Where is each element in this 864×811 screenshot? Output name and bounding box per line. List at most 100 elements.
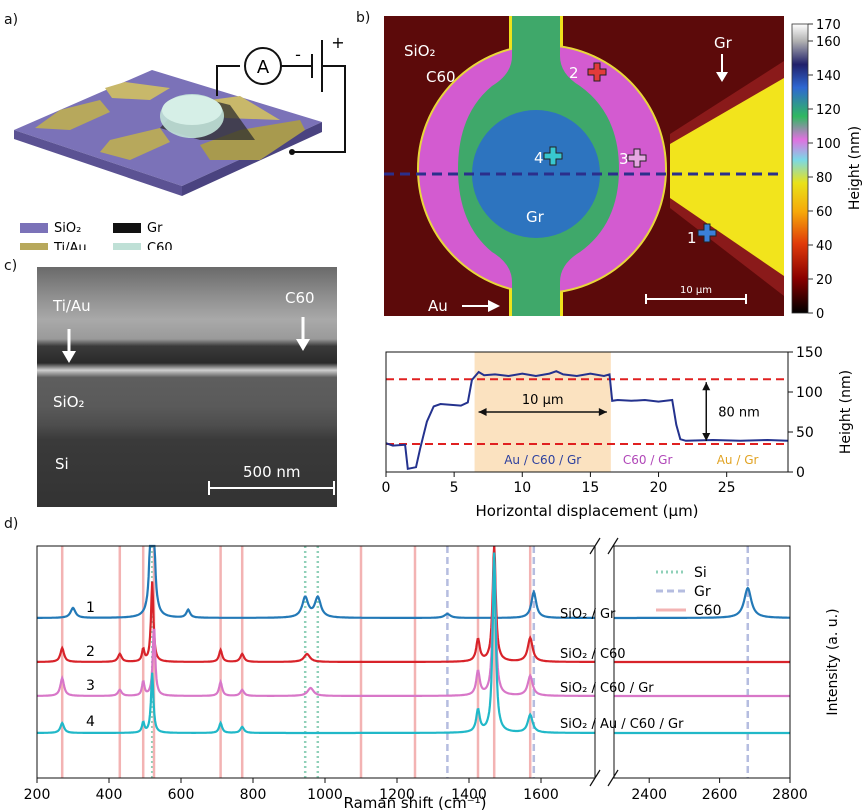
panel-b-label: b) [356, 10, 371, 26]
profile-xlabel: Horizontal displacement (μm) [475, 502, 698, 520]
profile-xtick-label: 5 [450, 480, 459, 496]
profile-ytick-label: 0 [796, 465, 805, 481]
sem-label-si: Si [55, 455, 69, 473]
region-label: Au / C60 / Gr [504, 453, 581, 467]
afm-height-map: SiO₂ C60 Gr Gr Au 10 μm 1 2 3 4 0 20 40 60 8… [384, 16, 863, 320]
raman-xtick-label: 2400 [631, 787, 667, 803]
legend-sio2: SiO₂ [54, 221, 81, 236]
legend-swatch-gr [113, 223, 141, 233]
marker-2-label: 2 [569, 64, 579, 82]
width-annotation: 10 μm [522, 393, 564, 408]
sem-cross-section: Ti/Au C60 SiO₂ Si 500 nm [37, 267, 337, 507]
ammeter-label: A [257, 57, 270, 78]
raman-frame-left [36, 545, 596, 779]
map-label-gr-center: Gr [526, 208, 545, 226]
raman-xtick-label: 1600 [523, 787, 559, 803]
series-label: SiO₂ / C60 [560, 647, 626, 662]
raman-series-1 [37, 544, 595, 619]
raman-series-1-right [614, 586, 790, 620]
map-label-gr-top: Gr [714, 34, 733, 52]
region-label: C60 / Gr [623, 453, 673, 467]
legend-c60: C60 [147, 241, 173, 250]
colorbar-tick-label: 80 [816, 171, 833, 186]
raman-xtick-label: 600 [168, 787, 195, 803]
profile-frame [385, 351, 789, 473]
legend-label: Gr [694, 584, 711, 600]
raman-xtick-label: 2600 [702, 787, 738, 803]
colorbar-tick-label: 160 [816, 35, 841, 50]
plus-label: + [331, 33, 344, 52]
raman-frame-right [613, 545, 791, 779]
raman-xtick-label: 400 [96, 787, 123, 803]
series-label: SiO₂ / Gr [560, 607, 616, 622]
raman-series-4 [37, 552, 595, 735]
colorbar-tick-label: 140 [816, 69, 841, 84]
profile-ytick-label: 100 [796, 385, 823, 401]
profile-xtick-label: 10 [513, 480, 531, 496]
minus-label: - [295, 45, 301, 64]
raman-xtick-label: 1400 [451, 787, 487, 803]
marker-4-label: 4 [534, 149, 544, 167]
raman-xlabel: Raman shift (cm⁻¹) [343, 794, 486, 811]
raman-series-2 [37, 545, 595, 663]
map-label-au: Au [428, 297, 448, 315]
marker-1: 1 [687, 223, 717, 247]
raman-xtick-label: 1200 [379, 787, 415, 803]
sem-label-c60: C60 [285, 289, 315, 307]
colorbar [791, 23, 809, 314]
profile-xtick-label: 15 [581, 480, 599, 496]
profile-ytick-label: 150 [796, 345, 823, 361]
colorbar-tick-label: 40 [816, 239, 833, 254]
legend-gr: Gr [147, 221, 163, 236]
series-number: 1 [86, 600, 95, 616]
profile-xtick-label: 25 [718, 480, 736, 496]
region-label: Au / Gr [717, 453, 759, 467]
marker-3-label: 3 [619, 150, 629, 168]
sem-label-tiau: Ti/Au [53, 297, 91, 315]
legend-swatch-sio2 [20, 223, 48, 233]
profile-xtick-label: 0 [382, 480, 391, 496]
series-number: 2 [86, 644, 95, 660]
map-label-c60: C60 [426, 68, 456, 86]
colorbar-ticks: 0 20 40 60 80 100 120 140 160 170 [808, 18, 841, 320]
marker-3: 3 [619, 148, 647, 168]
profile-xtick-label: 20 [650, 480, 668, 496]
colorbar-tick-label: 0 [816, 307, 824, 320]
panel-a-label: a) [4, 12, 19, 28]
height-annotation: 80 nm [718, 406, 760, 421]
panel-d-label: d) [4, 516, 19, 532]
profile-series [385, 370, 789, 470]
raman-xtick-label: 1000 [307, 787, 343, 803]
legend-swatch-c60 [113, 243, 141, 250]
panel-c-label: c) [4, 258, 18, 274]
legend-label: C60 [694, 603, 722, 619]
legend-swatch-tiau [20, 243, 48, 250]
series-number: 3 [86, 678, 95, 694]
device-schematic: A - + SiO₂ Gr Ti/Au C60 [14, 33, 346, 250]
raman-xtick-label: 2800 [772, 787, 808, 803]
colorbar-label: Height (nm) [847, 126, 863, 210]
sem-scalebar-label: 500 nm [243, 463, 301, 481]
colorbar-tick-label: 60 [816, 205, 833, 220]
raman-series-3 [37, 555, 595, 697]
profile-ytick-label: 50 [796, 425, 814, 441]
marker-4: 4 [534, 146, 563, 167]
sem-label-sio2: SiO₂ [53, 393, 85, 411]
raman-xtick-label: 800 [240, 787, 267, 803]
raman-ylabel: Intensity (a. u.) [825, 608, 841, 715]
marker-1-label: 1 [687, 229, 697, 247]
colorbar-tick-label: 120 [816, 103, 841, 118]
series-label: SiO₂ / C60 / Gr [560, 681, 654, 696]
colorbar-tick-label: 170 [816, 18, 841, 33]
height-profile-chart: 0 5 10 15 20 25 0 50 100 150 10 μm 80 nm Au / C60 … [382, 345, 854, 520]
raman-spectra-chart: 1 SiO₂ / Gr 2 SiO₂ / C60 3 SiO₂ / C60 / Gr 4 Si… [24, 537, 841, 811]
series-label: SiO₂ / Au / C60 / Gr [560, 717, 684, 732]
profile-ylabel: Height (nm) [838, 370, 854, 454]
map-label-sio2: SiO₂ [404, 42, 436, 60]
colorbar-tick-label: 100 [816, 137, 841, 152]
raman-xtick-label: 200 [24, 787, 51, 803]
legend-label: Si [694, 565, 707, 581]
legend-tiau: Ti/Au [53, 241, 87, 250]
colorbar-tick-label: 20 [816, 273, 833, 288]
marker-2: 2 [569, 62, 607, 82]
